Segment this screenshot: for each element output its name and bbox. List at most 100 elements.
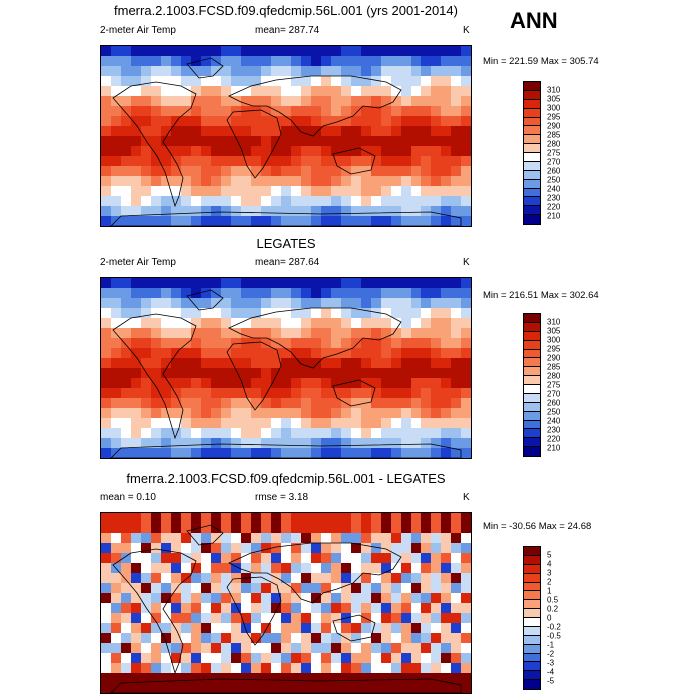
map-cell — [461, 166, 471, 177]
map-cell — [211, 328, 222, 339]
map-cell — [301, 633, 312, 644]
map-cell — [241, 438, 252, 449]
map-cell — [171, 288, 182, 299]
map-cell — [201, 186, 212, 197]
map-cell — [151, 146, 162, 157]
map-cell — [211, 166, 222, 177]
map-cell — [241, 513, 252, 524]
map-cell — [321, 46, 332, 57]
map-cell — [461, 206, 471, 217]
map-cell — [371, 358, 382, 369]
map-cell — [401, 176, 412, 187]
map-cell — [281, 583, 292, 594]
colorbar-swatch — [524, 438, 540, 448]
map-cell — [311, 328, 322, 339]
map-cell — [311, 398, 322, 409]
map-cell — [141, 318, 152, 329]
map-cell — [331, 633, 342, 644]
map-cell — [281, 543, 292, 554]
map-cell — [221, 186, 232, 197]
map-cell — [401, 653, 412, 664]
panel-2-title: LEGATES — [256, 236, 316, 251]
colorbar-tick-label: 280 — [547, 139, 561, 149]
map-cell — [111, 116, 122, 127]
map-cell — [421, 206, 432, 217]
map-cell — [441, 76, 452, 87]
map-cell — [221, 76, 232, 87]
map-cell — [181, 398, 192, 409]
map-cell — [361, 663, 372, 674]
map-cell — [351, 116, 362, 127]
map-cell — [161, 358, 172, 369]
map-cell — [121, 56, 132, 67]
map-cell — [161, 308, 172, 319]
colorbar-tick-label: 5 — [547, 550, 552, 560]
map-cell — [431, 613, 442, 624]
map-cell — [401, 358, 412, 369]
map-cell — [251, 46, 262, 57]
map-cell — [191, 643, 202, 654]
map-cell — [261, 368, 272, 379]
map-cell — [141, 553, 152, 564]
map-cell — [271, 613, 282, 624]
map-cell — [461, 338, 471, 349]
map-cell — [241, 388, 252, 399]
map-cell — [211, 683, 222, 693]
map-cell — [111, 603, 122, 614]
map-cell — [361, 623, 372, 634]
map-cell — [121, 278, 132, 289]
map-cell — [391, 368, 402, 379]
map-cell — [311, 176, 322, 187]
map-cell — [151, 643, 162, 654]
map-cell — [161, 298, 172, 309]
map-cell — [171, 76, 182, 87]
map-cell — [321, 308, 332, 319]
map-cell — [211, 96, 222, 107]
map-cell — [261, 186, 272, 197]
map-cell — [191, 533, 202, 544]
map-cell — [161, 206, 172, 217]
map-cell — [231, 206, 242, 217]
map-cell — [341, 196, 352, 207]
map-cell — [201, 673, 212, 684]
map-cell — [421, 428, 432, 439]
map-cell — [341, 523, 352, 534]
map-cell — [381, 643, 392, 654]
map-cell — [361, 76, 372, 87]
map-cell — [461, 513, 471, 524]
map-cell — [121, 673, 132, 684]
map-cell — [311, 643, 322, 654]
map-cell — [181, 683, 192, 693]
map-cell — [381, 673, 392, 684]
map-cell — [271, 76, 282, 87]
map-cell — [331, 126, 342, 137]
map-cell — [341, 76, 352, 87]
map-cell — [431, 663, 442, 674]
map-cell — [121, 206, 132, 217]
map-cell — [141, 388, 152, 399]
map-cell — [221, 583, 232, 594]
map-cell — [411, 56, 422, 67]
map-cell — [421, 146, 432, 157]
colorbar-tick-label: 275 — [547, 148, 561, 158]
coastline — [228, 307, 402, 369]
map-cell — [151, 96, 162, 107]
map-cell — [401, 663, 412, 674]
map-cell — [281, 428, 292, 439]
map-cell — [431, 623, 442, 634]
map-cell — [431, 388, 442, 399]
map-cell — [441, 186, 452, 197]
map-cell — [351, 378, 362, 389]
map-cell — [261, 106, 272, 117]
map-cell — [171, 338, 182, 349]
map-cell — [301, 438, 312, 449]
map-cell — [141, 633, 152, 644]
map-cell — [251, 206, 262, 217]
colorbar-tick-label: 240 — [547, 184, 561, 194]
map-cell — [111, 408, 122, 419]
map-cell — [101, 448, 112, 458]
map-cell — [281, 176, 292, 187]
map-cell — [281, 348, 292, 359]
map-cell — [351, 328, 362, 339]
map-cell — [171, 46, 182, 57]
